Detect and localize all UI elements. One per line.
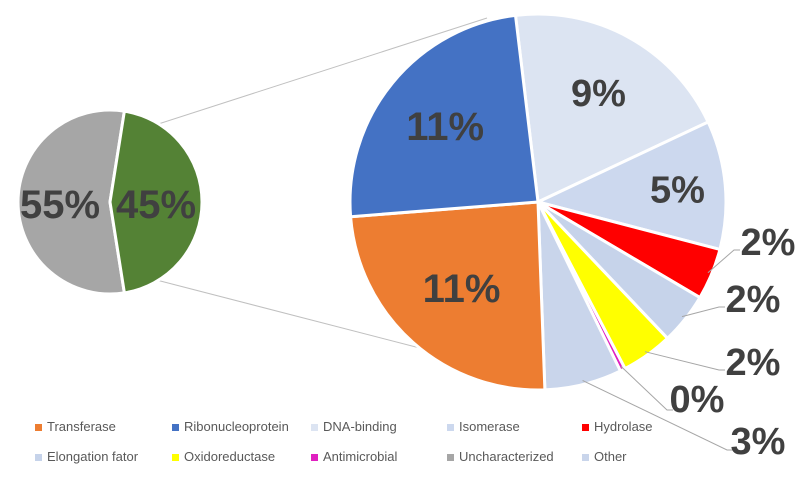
label-antimicrobial: 0% <box>670 379 725 421</box>
legend-item-uncharacterized: Uncharacterized <box>459 449 554 464</box>
slice-ribonucleoprotein <box>348 13 540 219</box>
label-characterized: 45% <box>116 183 196 227</box>
label-other: 3% <box>731 421 786 463</box>
legend-item-ribonucleoprotein: Ribonucleoprotein <box>184 419 289 434</box>
legend-swatch-uncharacterized <box>447 454 454 461</box>
legend-item-antimicrobial: Antimicrobial <box>323 449 398 464</box>
legend-swatch-transferase <box>35 424 42 431</box>
slice-dna-binding <box>513 12 711 205</box>
leader-line-other <box>582 380 733 451</box>
legend-item-hydrolase: Hydrolase <box>594 419 653 434</box>
leader-line-elongation-fator <box>681 306 725 318</box>
legend-item-other: Other <box>594 449 627 464</box>
label-uncharacterized: 55% <box>20 183 100 227</box>
label-dna-binding: 9% <box>571 73 626 115</box>
legend-item-isomerase: Isomerase <box>459 419 520 434</box>
label-hydrolase: 2% <box>741 222 796 264</box>
connector-line-top <box>142 17 488 130</box>
slice-uncharacterized <box>16 108 127 296</box>
legend-swatch-elongation-fator <box>35 454 42 461</box>
legend-swatch-isomerase <box>447 424 454 431</box>
legend-item-oxidoreductase: Oxidoreductase <box>184 449 275 464</box>
leader-line-oxidoreductase <box>644 351 725 371</box>
legend-swatch-dna-binding <box>311 424 318 431</box>
slice-transferase <box>348 200 547 392</box>
legend-swatch-oxidoreductase <box>172 454 179 461</box>
legend-swatch-ribonucleoprotein <box>172 424 179 431</box>
label-ribonucleoprotein: 11% <box>406 105 484 149</box>
slice-isomerase <box>533 119 728 252</box>
leader-line-hydrolase <box>707 249 740 274</box>
legend-swatch-other <box>582 454 589 461</box>
legend-swatch-hydrolase <box>582 424 589 431</box>
legend-item-dna-binding: DNA-binding <box>323 419 397 434</box>
legend-item-elongation-fator: Elongation fator <box>47 449 139 464</box>
label-elongation-fator: 2% <box>726 279 781 321</box>
label-isomerase: 5% <box>650 169 705 211</box>
leader-lines <box>582 249 740 451</box>
secondary-pie <box>348 12 728 392</box>
slice-characterized <box>108 109 204 295</box>
legend-swatch-antimicrobial <box>311 454 318 461</box>
legend-item-transferase: Transferase <box>47 419 116 434</box>
leader-line-antimicrobial <box>620 365 673 411</box>
primary-pie <box>16 108 204 296</box>
data-labels: 55% 45%11%11%9%5%2%2%2%0%3% <box>20 73 795 463</box>
label-oxidoreductase: 2% <box>726 342 781 384</box>
label-transferase: 11% <box>423 267 501 311</box>
legend: Transferase Ribonucleoprotein DNA-binding I… <box>35 419 653 464</box>
